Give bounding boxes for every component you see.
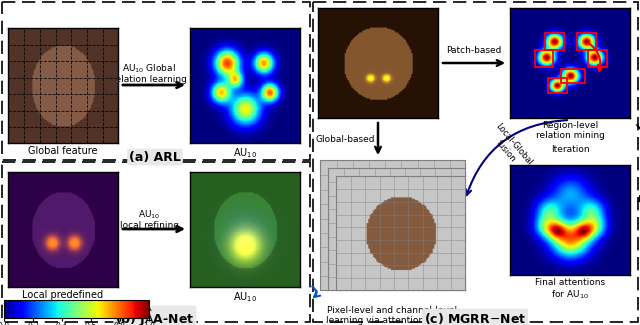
Text: relation learning: relation learning [111,75,186,84]
Text: AU$_{10}$ Global: AU$_{10}$ Global [122,62,176,75]
Text: Local-Global
fusion: Local-Global fusion [486,122,534,174]
Text: (c) MGRR$-$Net: (c) MGRR$-$Net [424,310,526,325]
Text: AU$_{10}$: AU$_{10}$ [233,290,257,304]
Text: Global-based: Global-based [316,135,376,144]
Text: Iteration: Iteration [550,146,589,154]
Bar [534,50,554,67]
Bar [548,78,566,93]
Bar [561,69,586,83]
Bar [2,162,310,322]
Text: (a) ARL: (a) ARL [129,150,181,163]
Text: Patch-based: Patch-based [446,46,502,55]
Bar [2,2,310,160]
Text: (b) J$\hat{\rm A}$A-Net: (b) J$\hat{\rm A}$A-Net [115,307,195,325]
Text: Region-level
relation mining: Region-level relation mining [536,121,604,140]
Text: Pixel-level and channel-level
learning via attention mining: Pixel-level and channel-level learning v… [326,306,458,325]
Text: AU$_{10}$: AU$_{10}$ [233,146,257,160]
Text: AU$_{10}$: AU$_{10}$ [138,209,160,221]
Text: local refining: local refining [120,221,179,230]
Bar [577,33,596,50]
Text: Final attentions
for AU$_{10}$: Final attentions for AU$_{10}$ [535,278,605,301]
Text: Local predefined: Local predefined [22,290,104,300]
Bar [313,2,638,322]
Text: Global feature: Global feature [28,146,98,156]
Bar [545,33,564,50]
Bar [588,50,607,67]
